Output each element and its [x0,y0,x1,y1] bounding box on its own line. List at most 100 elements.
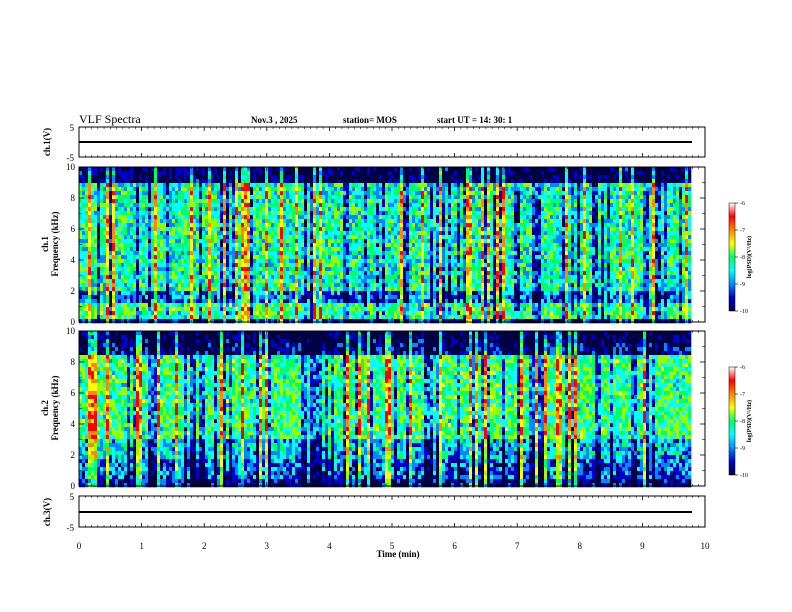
spectrogram-cell [106,307,110,312]
spectrogram-cell [106,167,110,172]
spectrogram-cell [250,175,254,180]
spectrogram-cell [133,315,137,320]
spectrogram-cell [328,199,332,204]
spectrogram-cell [202,231,206,236]
spectrogram-cell [340,315,344,320]
spectrogram-cell [250,275,254,280]
spectrogram-cell [199,307,203,312]
spectrogram-cell [193,167,197,172]
spectrogram-cell [376,179,380,184]
spectrogram-cell [334,267,338,272]
spectrogram-cell [163,183,167,188]
spectrogram-cell [445,191,449,196]
spectrogram-cell [133,311,137,316]
spectrogram-cell [334,279,338,284]
spectrogram-cell [148,279,152,284]
spectrogram-cell [133,319,137,324]
spectrogram-cell [118,203,122,208]
spectrogram-cell [376,307,380,312]
spectrogram-cell [364,279,368,284]
spectrogram-cell [211,187,215,192]
spectrogram-cell [361,227,365,232]
spectrogram-cell [289,235,293,240]
spectrogram-cell [100,247,104,252]
spectrogram-cell [310,179,314,184]
spectrogram-cell [160,179,164,184]
spectrogram-cell [157,211,161,216]
spectrogram-cell [169,275,173,280]
spectrogram-cell [412,259,416,264]
spectrogram-cell [259,307,263,312]
spectrogram-cell [280,207,284,212]
spectrogram-cell [292,207,296,212]
spectrogram-cell [370,295,374,300]
spectrogram-cell [256,267,260,272]
spectrogram-cell [409,191,413,196]
spectrogram-cell [274,295,278,300]
spectrogram-cell [319,211,323,216]
spectrogram-cell [106,175,110,180]
spectrogram-cell [430,243,434,248]
spectrogram-cell [157,295,161,300]
spectrogram-cell [400,287,404,292]
spectrogram-cell [223,231,227,236]
spectrogram-cell [220,187,224,192]
spectrogram-cell [91,183,95,188]
spectrogram-cell [259,271,263,276]
spectrogram-cell [388,299,392,304]
spectrogram-cell [334,187,338,192]
spectrogram-cell [322,303,326,308]
spectrogram-cell [325,259,329,264]
spectrogram-cell [94,211,98,216]
spectrogram-cell [316,235,320,240]
spectrogram-cell [154,183,158,188]
spectrogram-cell [379,279,383,284]
spectrogram-cell [331,295,335,300]
spectrogram-cell [112,307,116,312]
spectrogram-cell [223,167,227,172]
spectrogram-cell [112,171,116,176]
spectrogram-cell [106,171,110,176]
spectrogram-cell [352,315,356,320]
spectrogram-cell [355,255,359,260]
spectrogram-cell [187,179,191,184]
spectrogram-cell [106,259,110,264]
spectrogram-cell [124,231,128,236]
spectrogram-cell [325,271,329,276]
spectrogram-cell [244,207,248,212]
spectrogram-cell [379,307,383,312]
spectrogram-cell [343,243,347,248]
spectrogram-cell [262,267,266,272]
spectrogram-cell [361,203,365,208]
spectrogram-cell [259,263,263,268]
spectrogram-cell [235,239,239,244]
spectrogram-cell [382,203,386,208]
spectrogram-cell [403,183,407,188]
spectrogram-cell [388,167,392,172]
spectrogram-cell [445,263,449,268]
spectrogram-cell [160,203,164,208]
spectrogram-cell [283,175,287,180]
spectrogram-cell [403,251,407,256]
spectrogram-cell [238,307,242,312]
spectrogram-cell [445,303,449,308]
spectrogram-cell [436,255,440,260]
spectrogram-cell [223,187,227,192]
spectrogram-cell [400,207,404,212]
spectrogram-cell [163,319,167,324]
spectrogram-cell [430,287,434,292]
spectrogram-cell [160,271,164,276]
spectrogram-cell [94,235,98,240]
spectrogram-cell [277,203,281,208]
spectrogram-cell [460,231,464,236]
spectrogram-cell [337,199,341,204]
spectrogram-cell [358,187,362,192]
spectrogram-cell [178,183,182,188]
spectrogram-cell [112,191,116,196]
spectrogram-cell [340,227,344,232]
spectrogram-cell [319,247,323,252]
spectrogram-cell [418,175,422,180]
spectrogram-cell [262,235,266,240]
spectrogram-cell [127,195,131,200]
spectrogram-cell [112,271,116,276]
